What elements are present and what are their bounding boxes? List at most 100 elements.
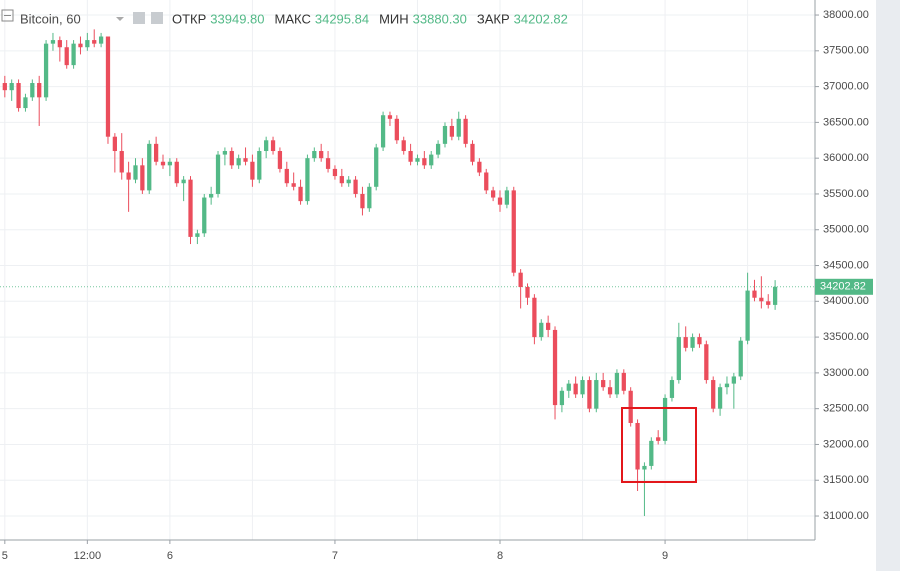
candle-body <box>325 158 331 169</box>
candle-body <box>587 380 592 409</box>
ohlc-name: ЗАКР <box>477 11 510 26</box>
candle-body <box>642 465 647 470</box>
y-tick-label: 33500.00 <box>823 331 869 343</box>
x-tick-label: 6 <box>167 550 173 562</box>
candle-body <box>332 168 338 177</box>
y-tick-label: 34000.00 <box>823 295 869 307</box>
candle-body <box>23 97 28 109</box>
candle-body <box>298 186 303 202</box>
side-panel <box>876 0 900 571</box>
y-tick-label: 38000.00 <box>823 9 869 21</box>
last-price-badge <box>815 278 873 295</box>
dropdown-icon[interactable] <box>116 17 124 21</box>
y-tick-label: 33000.00 <box>823 367 869 379</box>
x-tick-label: 7 <box>332 550 338 562</box>
candle-body <box>360 193 365 209</box>
y-tick-label: 34500.00 <box>823 259 869 271</box>
candle-body <box>463 118 468 144</box>
ohlc-value: 34202.82 <box>514 11 568 26</box>
candle-body <box>57 40 62 48</box>
candle-body <box>566 383 571 391</box>
candle-body <box>766 301 771 305</box>
candle-body <box>112 136 117 152</box>
candle-body <box>195 233 200 237</box>
candle-body <box>126 172 131 180</box>
candle-body <box>601 380 606 388</box>
candle-body <box>649 440 654 466</box>
candle-body <box>477 161 482 173</box>
collapse-icon[interactable] <box>1 9 14 22</box>
candle-body <box>518 272 523 287</box>
candle-body <box>16 83 21 109</box>
candle-body <box>305 158 310 202</box>
candle-body <box>429 154 434 166</box>
ohlc-value: 33949.80 <box>210 11 264 26</box>
candle-body <box>456 118 461 137</box>
candle-body <box>277 151 283 169</box>
candle-body <box>367 186 372 209</box>
candle-body <box>724 383 730 388</box>
candle-body <box>621 372 626 391</box>
candle-body <box>250 161 255 180</box>
y-tick-label: 37000.00 <box>823 81 869 93</box>
candle-body <box>147 143 152 191</box>
candle-body <box>580 380 585 395</box>
candle-body <box>92 40 97 44</box>
candle-body <box>731 376 736 384</box>
candle-body <box>264 140 269 152</box>
candle-body <box>202 197 207 234</box>
candle-body <box>291 183 296 187</box>
candle-body <box>284 168 289 184</box>
candle-body <box>71 43 76 66</box>
candle-body <box>484 172 489 191</box>
candle-body <box>662 397 668 441</box>
y-tick-label: 31000.00 <box>823 510 869 522</box>
legend-header: Bitcoin, 60 ОТКР 33949.80 МАКС 34295.84 МИН 3… <box>1 9 568 26</box>
axes: 31000.00 31500.00 32000.00 32500.00 33000.00… <box>2 9 873 562</box>
candle-body <box>573 383 578 395</box>
x-tick-label: 9 <box>662 550 668 562</box>
y-tick-label: 32000.00 <box>823 438 869 450</box>
candle-body <box>408 151 413 162</box>
candle-body <box>525 286 530 298</box>
candle-body <box>174 161 179 184</box>
candle-body <box>319 151 324 159</box>
candle-body <box>711 380 716 409</box>
candle-body <box>37 83 42 98</box>
candle-body <box>78 43 83 48</box>
candle-body <box>690 337 695 348</box>
candle-body <box>594 380 599 409</box>
settings-icon[interactable] <box>151 12 163 24</box>
candle-body <box>497 197 503 205</box>
candle-body <box>738 340 743 377</box>
candle-body <box>614 372 620 395</box>
candle-body <box>209 193 214 198</box>
candle-body <box>532 297 537 338</box>
eye-icon[interactable] <box>133 12 145 24</box>
candle-body <box>43 43 49 98</box>
candle-body <box>717 387 723 409</box>
candle-body <box>470 143 475 162</box>
candle-body <box>153 143 159 162</box>
candle-body <box>257 151 262 180</box>
candle-body <box>105 36 111 137</box>
candle-body <box>9 83 14 91</box>
ohlc-value: 34295.84 <box>315 11 369 26</box>
candle-body <box>387 115 393 119</box>
candle-body <box>772 286 778 305</box>
candle-body <box>181 179 186 184</box>
candle-body <box>504 190 510 205</box>
candle-body <box>546 322 551 330</box>
last-price-label: 34202.82 <box>820 281 866 293</box>
candle-body <box>669 380 675 398</box>
candle-body <box>539 322 544 338</box>
candle-body <box>607 387 613 395</box>
y-tick-label: 36500.00 <box>823 116 869 128</box>
candle-body <box>704 344 709 381</box>
candle-body <box>415 158 420 162</box>
candle-body <box>745 290 750 341</box>
candle-body <box>511 190 516 273</box>
candle-body <box>559 390 565 406</box>
